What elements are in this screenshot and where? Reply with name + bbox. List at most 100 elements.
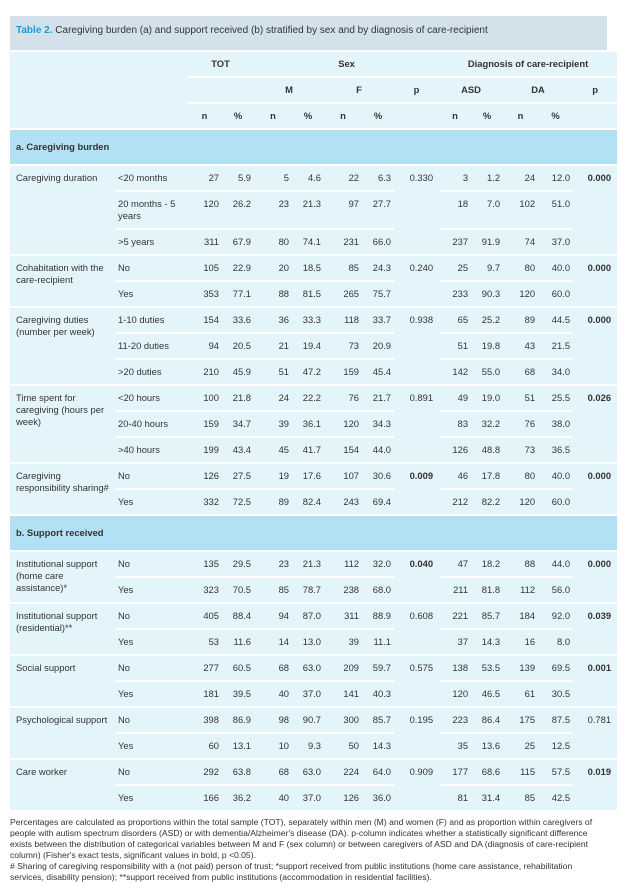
asd-n-cell: 46 <box>439 462 472 489</box>
m-pct-cell: 82.4 <box>292 488 325 515</box>
asd-pct-cell: 86.4 <box>471 706 504 733</box>
tot-n-cell: 105 <box>187 254 222 281</box>
m-n-cell: 88 <box>254 280 293 307</box>
tot-pct-cell: 77.1 <box>222 280 255 307</box>
p-value-diagnosis <box>573 333 618 359</box>
f-pct-cell: 75.7 <box>362 280 395 307</box>
m-pct-cell: 41.7 <box>292 436 325 463</box>
asd-pct-cell: 14.3 <box>471 628 504 655</box>
row-label: Caregiving duties (number per week) <box>10 306 115 385</box>
p-value-diagnosis: 0.000 <box>573 164 618 191</box>
m-pct-cell: 4.6 <box>292 164 325 191</box>
m-pct-cell: 13.0 <box>292 628 325 655</box>
asd-pct-cell: 82.2 <box>471 488 504 515</box>
p-value-diagnosis: 0.000 <box>573 462 618 489</box>
p-value-diagnosis: 0.781 <box>573 706 618 733</box>
p-value-diagnosis <box>573 411 618 437</box>
footnote-symbols: # Sharing of caregiving responsibility w… <box>10 861 573 882</box>
m-n-cell: 20 <box>254 254 293 281</box>
da-n-cell: 43 <box>503 332 539 359</box>
asd-n-cell: 83 <box>439 410 472 437</box>
da-n-cell: 85 <box>503 784 539 810</box>
header-row-units: n% n% n% n% n% <box>10 103 618 129</box>
asd-pct-cell: 13.6 <box>471 732 504 759</box>
p-value-sex: 0.009 <box>394 462 440 489</box>
m-pct-cell: 21.3 <box>292 550 325 577</box>
f-n-cell: 238 <box>324 576 363 603</box>
m-n-cell: 85 <box>254 576 293 603</box>
p-value-sex: 0.938 <box>394 306 440 333</box>
m-n-cell: 80 <box>254 228 293 255</box>
table-row: Time spent for caregiving (hours per wee… <box>10 384 618 463</box>
tot-n-cell: 120 <box>187 190 222 229</box>
footnote-main: Percentages are calculated as proportion… <box>10 817 593 860</box>
f-pct-cell: 27.7 <box>362 190 395 229</box>
tot-n-cell: 332 <box>187 488 222 515</box>
tot-pct-cell: 60.5 <box>222 654 255 681</box>
table-footnotes: Percentages are calculated as proportion… <box>10 817 607 883</box>
f-n-cell: 141 <box>324 680 363 707</box>
da-pct-cell: 37.0 <box>538 228 574 255</box>
asd-pct-cell: 18.2 <box>471 550 504 577</box>
f-n-cell: 209 <box>324 654 363 681</box>
f-pct-cell: 14.3 <box>362 732 395 759</box>
row-label: Institutional support (residential)** <box>10 602 115 655</box>
m-n-cell: 21 <box>254 332 293 359</box>
f-n-cell: 97 <box>324 190 363 229</box>
row-label: Cohabitation with the care-recipient <box>10 254 115 307</box>
header-diagnosis: Diagnosis of care-recipient <box>439 52 618 78</box>
m-n-cell: 40 <box>254 680 293 707</box>
p-value-sex: 0.608 <box>394 602 440 629</box>
asd-pct-cell: 55.0 <box>471 358 504 385</box>
da-pct-cell: 8.0 <box>538 628 574 655</box>
asd-pct-cell: 81.8 <box>471 576 504 603</box>
header-n: n <box>324 103 363 129</box>
table-row: Yes 353 77.1 88 81.5 265 75.7 233 90.3 120 60.0 <box>10 280 618 307</box>
category-cell: Yes <box>115 628 187 655</box>
section-header-row: b. Support received <box>10 514 618 551</box>
table-row: Caregiving responsibility sharing# No 126 2… <box>10 462 618 515</box>
asd-pct-cell: 17.8 <box>471 462 504 489</box>
da-n-cell: 175 <box>503 706 539 733</box>
p-value-diagnosis: 0.019 <box>573 758 618 785</box>
category-cell: Yes <box>115 280 187 307</box>
f-pct-cell: 36.0 <box>362 784 395 810</box>
table-figure: Table 2. Caregiving burden (a) and suppo… <box>10 16 618 883</box>
f-n-cell: 231 <box>324 228 363 255</box>
f-n-cell: 224 <box>324 758 363 785</box>
f-pct-cell: 32.0 <box>362 550 395 577</box>
da-pct-cell: 34.0 <box>538 358 574 385</box>
f-n-cell: 76 <box>324 384 363 411</box>
p-value-diagnosis <box>573 733 618 759</box>
asd-n-cell: 81 <box>439 784 472 810</box>
category-cell: >20 duties <box>115 358 187 385</box>
p-value-sex: 0.240 <box>394 254 440 281</box>
table-row: Yes 323 70.5 85 78.7 238 68.0 211 81.8 112 56.0 <box>10 576 618 603</box>
da-pct-cell: 12.5 <box>538 732 574 759</box>
m-pct-cell: 21.3 <box>292 190 325 229</box>
category-cell: Yes <box>115 488 187 515</box>
m-n-cell: 24 <box>254 384 293 411</box>
da-n-cell: 73 <box>503 436 539 463</box>
p-value-sex: 0.575 <box>394 654 440 681</box>
da-pct-cell: 21.5 <box>538 332 574 359</box>
da-pct-cell: 51.0 <box>538 190 574 229</box>
da-n-cell: 16 <box>503 628 539 655</box>
p-value-diagnosis <box>573 577 618 603</box>
asd-n-cell: 211 <box>439 576 472 603</box>
tot-pct-cell: 5.9 <box>222 164 255 191</box>
m-n-cell: 89 <box>254 488 293 515</box>
p-value-diagnosis <box>573 629 618 655</box>
f-n-cell: 126 <box>324 784 363 810</box>
tot-pct-cell: 86.9 <box>222 706 255 733</box>
da-n-cell: 115 <box>503 758 539 785</box>
da-n-cell: 68 <box>503 358 539 385</box>
table-row: >40 hours 199 43.4 45 41.7 154 44.0 126 48.8 73 36… <box>10 436 618 463</box>
data-table: TOT Sex Diagnosis of care-recipient M F … <box>10 52 618 810</box>
f-pct-cell: 33.7 <box>362 306 395 333</box>
p-value-sex: 0.330 <box>394 164 440 191</box>
m-n-cell: 68 <box>254 654 293 681</box>
category-cell: No <box>115 654 187 681</box>
f-n-cell: 265 <box>324 280 363 307</box>
asd-n-cell: 35 <box>439 732 472 759</box>
